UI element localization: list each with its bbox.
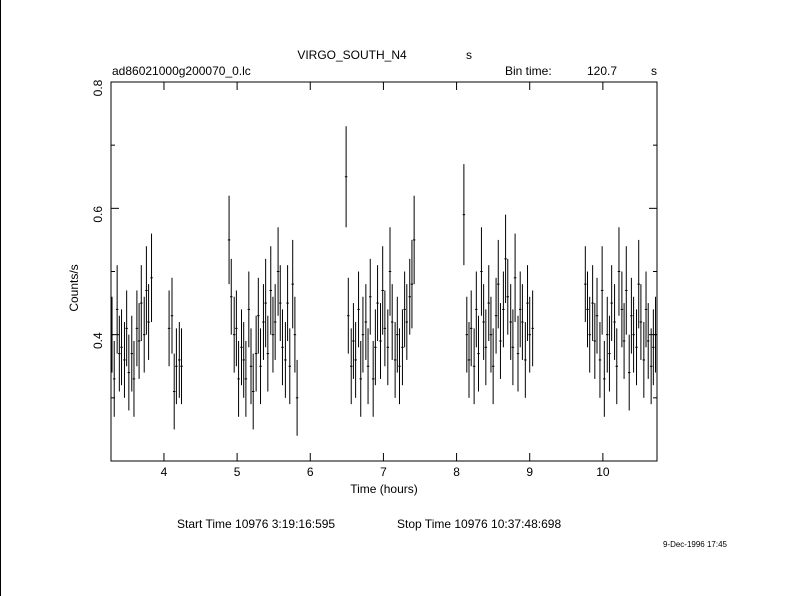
x-tick-label: 5 xyxy=(234,465,241,479)
bin-time: 120.7 xyxy=(587,64,617,78)
stop-time: Stop Time 10976 10:37:48:698 xyxy=(397,517,561,531)
plot-frame xyxy=(110,81,658,462)
x-tick-label: 4 xyxy=(161,465,168,479)
date: 9-Dec-1996 17:45 xyxy=(663,540,728,549)
bin-time-label: Bin time: xyxy=(505,64,552,78)
y-tick-label: 0.6 xyxy=(91,206,105,223)
y-tick-label: 0.8 xyxy=(91,79,105,96)
chart-title: VIRGO_SOUTH_N4 xyxy=(297,48,407,62)
bin-time-unit: s xyxy=(651,64,657,78)
x-tick-label: 7 xyxy=(380,465,387,479)
x-tick-label: 6 xyxy=(307,465,314,479)
file-label: ad86021000g200070_0.lc xyxy=(112,64,251,78)
x-tick-label: 10 xyxy=(596,465,610,479)
x-axis-label: Time (hours) xyxy=(350,482,418,496)
y-axis-label: Counts/s xyxy=(67,264,81,311)
x-tick-label: 9 xyxy=(526,465,533,479)
title-unit: s xyxy=(466,48,472,62)
y-tick-label: 0.4 xyxy=(91,332,105,349)
x-tick-label: 8 xyxy=(453,465,460,479)
start-time: Start Time 10976 3:19:16:595 xyxy=(177,517,335,531)
